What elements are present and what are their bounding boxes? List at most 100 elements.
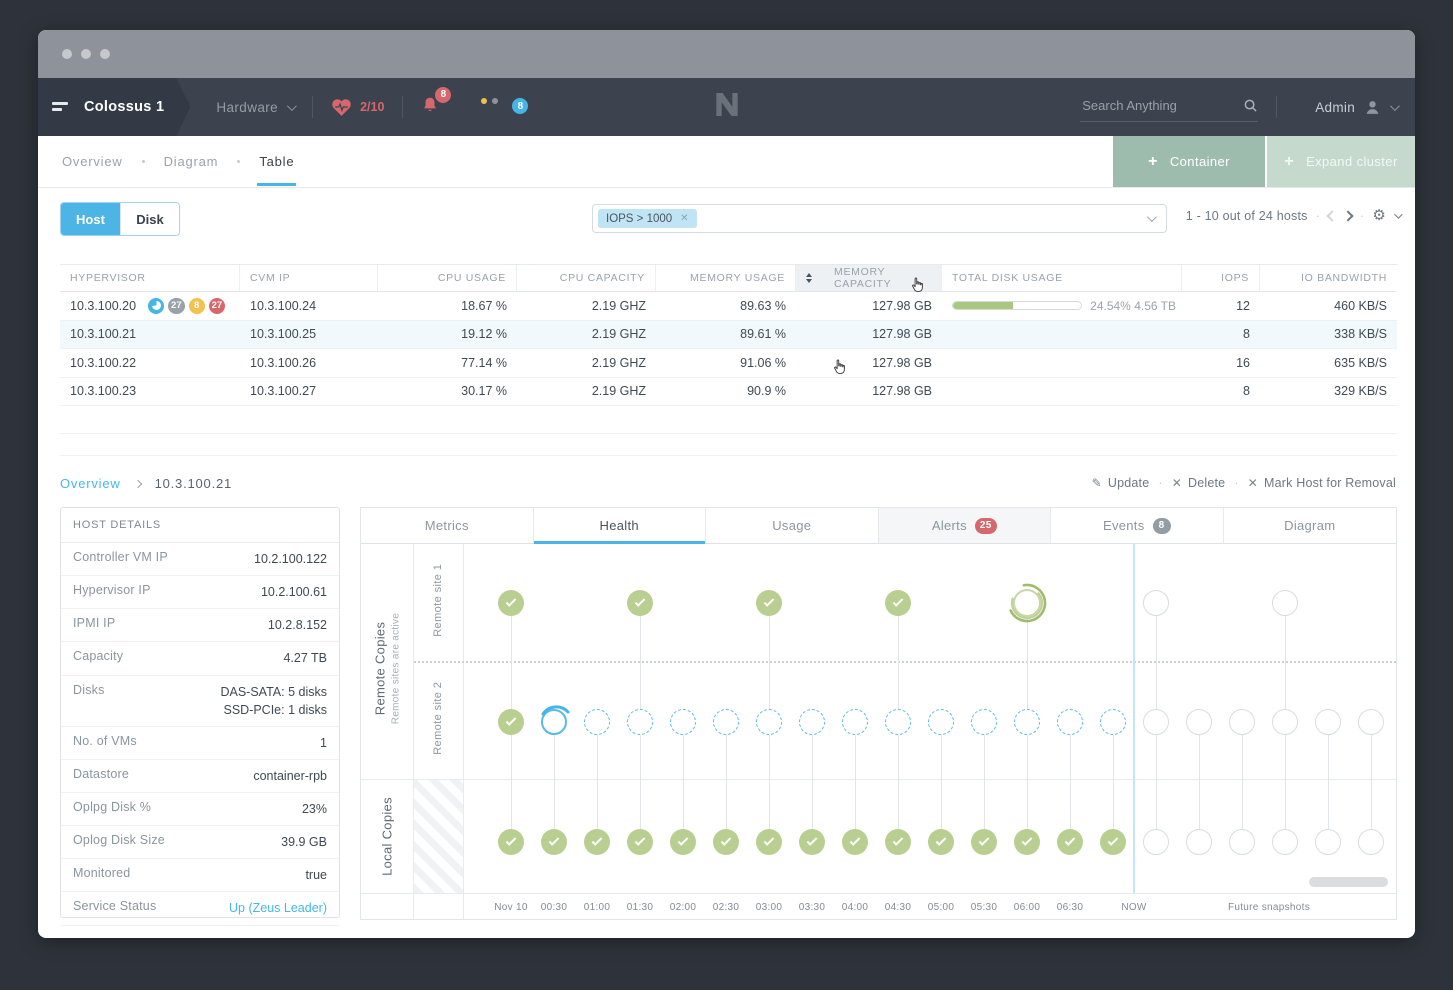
filter-chip[interactable]: IOPS > 1000 ✕ <box>598 209 697 228</box>
future-snapshot-icon[interactable] <box>1315 709 1341 735</box>
snapshot-done-icon[interactable] <box>1014 829 1040 855</box>
detail-tab-health[interactable]: Health <box>533 508 706 544</box>
prev-page-icon[interactable] <box>1326 209 1338 222</box>
detail-value[interactable]: Up (Zeus Leader) <box>229 901 327 916</box>
snapshot-scheduled-icon[interactable] <box>842 709 868 735</box>
column-header[interactable]: CVM IP <box>240 265 378 291</box>
chevron-down-icon[interactable] <box>1146 212 1157 223</box>
sort-icon[interactable] <box>806 273 812 283</box>
search-icon[interactable] <box>1243 98 1258 118</box>
snapshot-done-icon[interactable] <box>627 829 653 855</box>
detail-tab-usage[interactable]: Usage <box>706 508 879 543</box>
mark-host-for-removal-button[interactable]: ✕ Mark Host for Removal <box>1247 476 1396 490</box>
window-control-icon[interactable] <box>81 49 91 59</box>
future-snapshot-icon[interactable] <box>1358 709 1384 735</box>
toggle-disk-button[interactable]: Disk <box>120 203 179 235</box>
window-control-icon[interactable] <box>62 49 72 59</box>
snapshot-done-icon[interactable] <box>885 829 911 855</box>
table-row[interactable]: 10.3.100.23 10.3.100.27 30.17 % 2.19 GHZ… <box>60 378 1397 406</box>
snapshot-done-icon[interactable] <box>885 590 911 616</box>
snapshot-done-icon[interactable] <box>928 829 954 855</box>
toggle-host-button[interactable]: Host <box>61 203 120 235</box>
detail-tab-metrics[interactable]: Metrics <box>361 508 534 543</box>
subnav-tab-table[interactable]: Table <box>257 137 297 186</box>
snapshot-scheduled-icon[interactable] <box>1100 709 1126 735</box>
snapshot-done-icon[interactable] <box>799 829 825 855</box>
snapshot-scheduled-icon[interactable] <box>756 709 782 735</box>
snapshot-in-progress-icon[interactable] <box>541 705 570 735</box>
health-indicator[interactable]: 2/10 <box>331 98 384 117</box>
detail-tab-events[interactable]: Events 8 <box>1051 508 1224 543</box>
snapshot-done-icon[interactable] <box>670 829 696 855</box>
future-snapshot-icon[interactable] <box>1186 709 1212 735</box>
remove-filter-icon[interactable]: ✕ <box>680 213 689 224</box>
menu-icon[interactable] <box>52 101 68 113</box>
future-snapshot-icon[interactable] <box>1143 829 1169 855</box>
snapshot-scheduled-icon[interactable] <box>1057 709 1083 735</box>
column-header[interactable]: CPU CAPACITY <box>517 265 656 291</box>
table-row[interactable]: 10.3.100.22 10.3.100.26 77.14 % 2.19 GHZ… <box>60 349 1397 378</box>
future-snapshot-icon[interactable] <box>1315 829 1341 855</box>
snapshot-done-icon[interactable] <box>1057 829 1083 855</box>
snapshot-done-icon[interactable] <box>1100 829 1126 855</box>
future-snapshot-icon[interactable] <box>1143 709 1169 735</box>
snapshot-scheduled-icon[interactable] <box>885 709 911 735</box>
snapshot-scheduled-icon[interactable] <box>1014 709 1040 735</box>
snapshot-done-icon[interactable] <box>541 829 567 855</box>
gear-icon[interactable]: ⚙ <box>1372 207 1386 224</box>
future-snapshot-icon[interactable] <box>1229 709 1255 735</box>
table-row[interactable]: 10.3.100.21 10.3.100.25 19.12 % 2.19 GHZ… <box>60 320 1397 349</box>
add-container-button[interactable]: + Container <box>1113 136 1265 187</box>
future-snapshot-icon[interactable] <box>1272 829 1298 855</box>
snapshot-scheduled-icon[interactable] <box>627 709 653 735</box>
future-snapshot-icon[interactable] <box>1229 829 1255 855</box>
column-header[interactable]: TOTAL DISK USAGE <box>942 265 1182 291</box>
future-snapshot-icon[interactable] <box>1186 829 1212 855</box>
breadcrumb-overview-link[interactable]: Overview <box>60 475 121 491</box>
snapshot-scheduled-icon[interactable] <box>670 709 696 735</box>
future-snapshot-icon[interactable] <box>1358 829 1384 855</box>
expand-cluster-button[interactable]: + Expand cluster <box>1267 136 1415 187</box>
table-row[interactable]: 10.3.100.20 27 8 27 10.3.100.24 18.67 % 2.1… <box>60 292 1397 321</box>
delete-button[interactable]: ✕ Delete <box>1171 476 1226 490</box>
snapshot-scheduled-icon[interactable] <box>584 709 610 735</box>
subnav-tab-diagram[interactable]: Diagram <box>163 154 219 169</box>
snapshot-scheduled-icon[interactable] <box>971 709 997 735</box>
user-menu[interactable]: Admin <box>1315 99 1400 116</box>
cluster-selector[interactable]: Colossus 1 <box>38 78 190 136</box>
column-header[interactable]: IO BANDWIDTH <box>1301 272 1387 284</box>
column-header[interactable]: MEMORY USAGE <box>656 265 796 291</box>
search-input[interactable] <box>1082 97 1237 113</box>
snapshot-done-icon[interactable] <box>756 590 782 616</box>
section-menu[interactable]: Hardware <box>216 100 297 115</box>
snapshot-done-icon[interactable] <box>842 829 868 855</box>
window-control-icon[interactable] <box>100 49 110 59</box>
snapshot-done-icon[interactable] <box>627 590 653 616</box>
alerts-indicator[interactable]: 8 <box>421 86 452 119</box>
detail-tab-alerts[interactable]: Alerts 25 <box>878 508 1051 543</box>
snapshot-done-icon[interactable] <box>498 709 524 735</box>
subnav-tab-overview[interactable]: Overview <box>62 154 123 169</box>
column-header[interactable]: MEMORY CAPACITY <box>796 265 942 291</box>
filter-input[interactable]: IOPS > 1000 ✕ <box>592 204 1167 233</box>
snapshot-scheduled-icon[interactable] <box>928 709 954 735</box>
horizontal-scrollbar[interactable] <box>1309 877 1388 887</box>
next-page-icon[interactable] <box>1342 209 1354 222</box>
column-header[interactable]: HYPERVISOR <box>60 265 240 291</box>
column-header[interactable]: IOPS <box>1182 265 1260 291</box>
snapshot-done-icon[interactable] <box>498 590 524 616</box>
snapshot-done-icon[interactable] <box>971 829 997 855</box>
snapshot-syncing-icon[interactable] <box>1003 579 1051 627</box>
snapshot-done-icon[interactable] <box>584 829 610 855</box>
snapshot-done-icon[interactable] <box>756 829 782 855</box>
column-header[interactable]: CPU USAGE <box>378 265 517 291</box>
snapshot-scheduled-icon[interactable] <box>799 709 825 735</box>
snapshot-done-icon[interactable] <box>713 829 739 855</box>
snapshot-scheduled-icon[interactable] <box>713 709 739 735</box>
detail-tab-diagram[interactable]: Diagram <box>1284 518 1336 533</box>
chevron-down-icon[interactable] <box>1394 209 1403 219</box>
future-snapshot-icon[interactable] <box>1143 590 1169 616</box>
snapshot-done-icon[interactable] <box>498 829 524 855</box>
update-button[interactable]: ✎ Update <box>1091 476 1150 490</box>
future-snapshot-icon[interactable] <box>1272 590 1298 616</box>
